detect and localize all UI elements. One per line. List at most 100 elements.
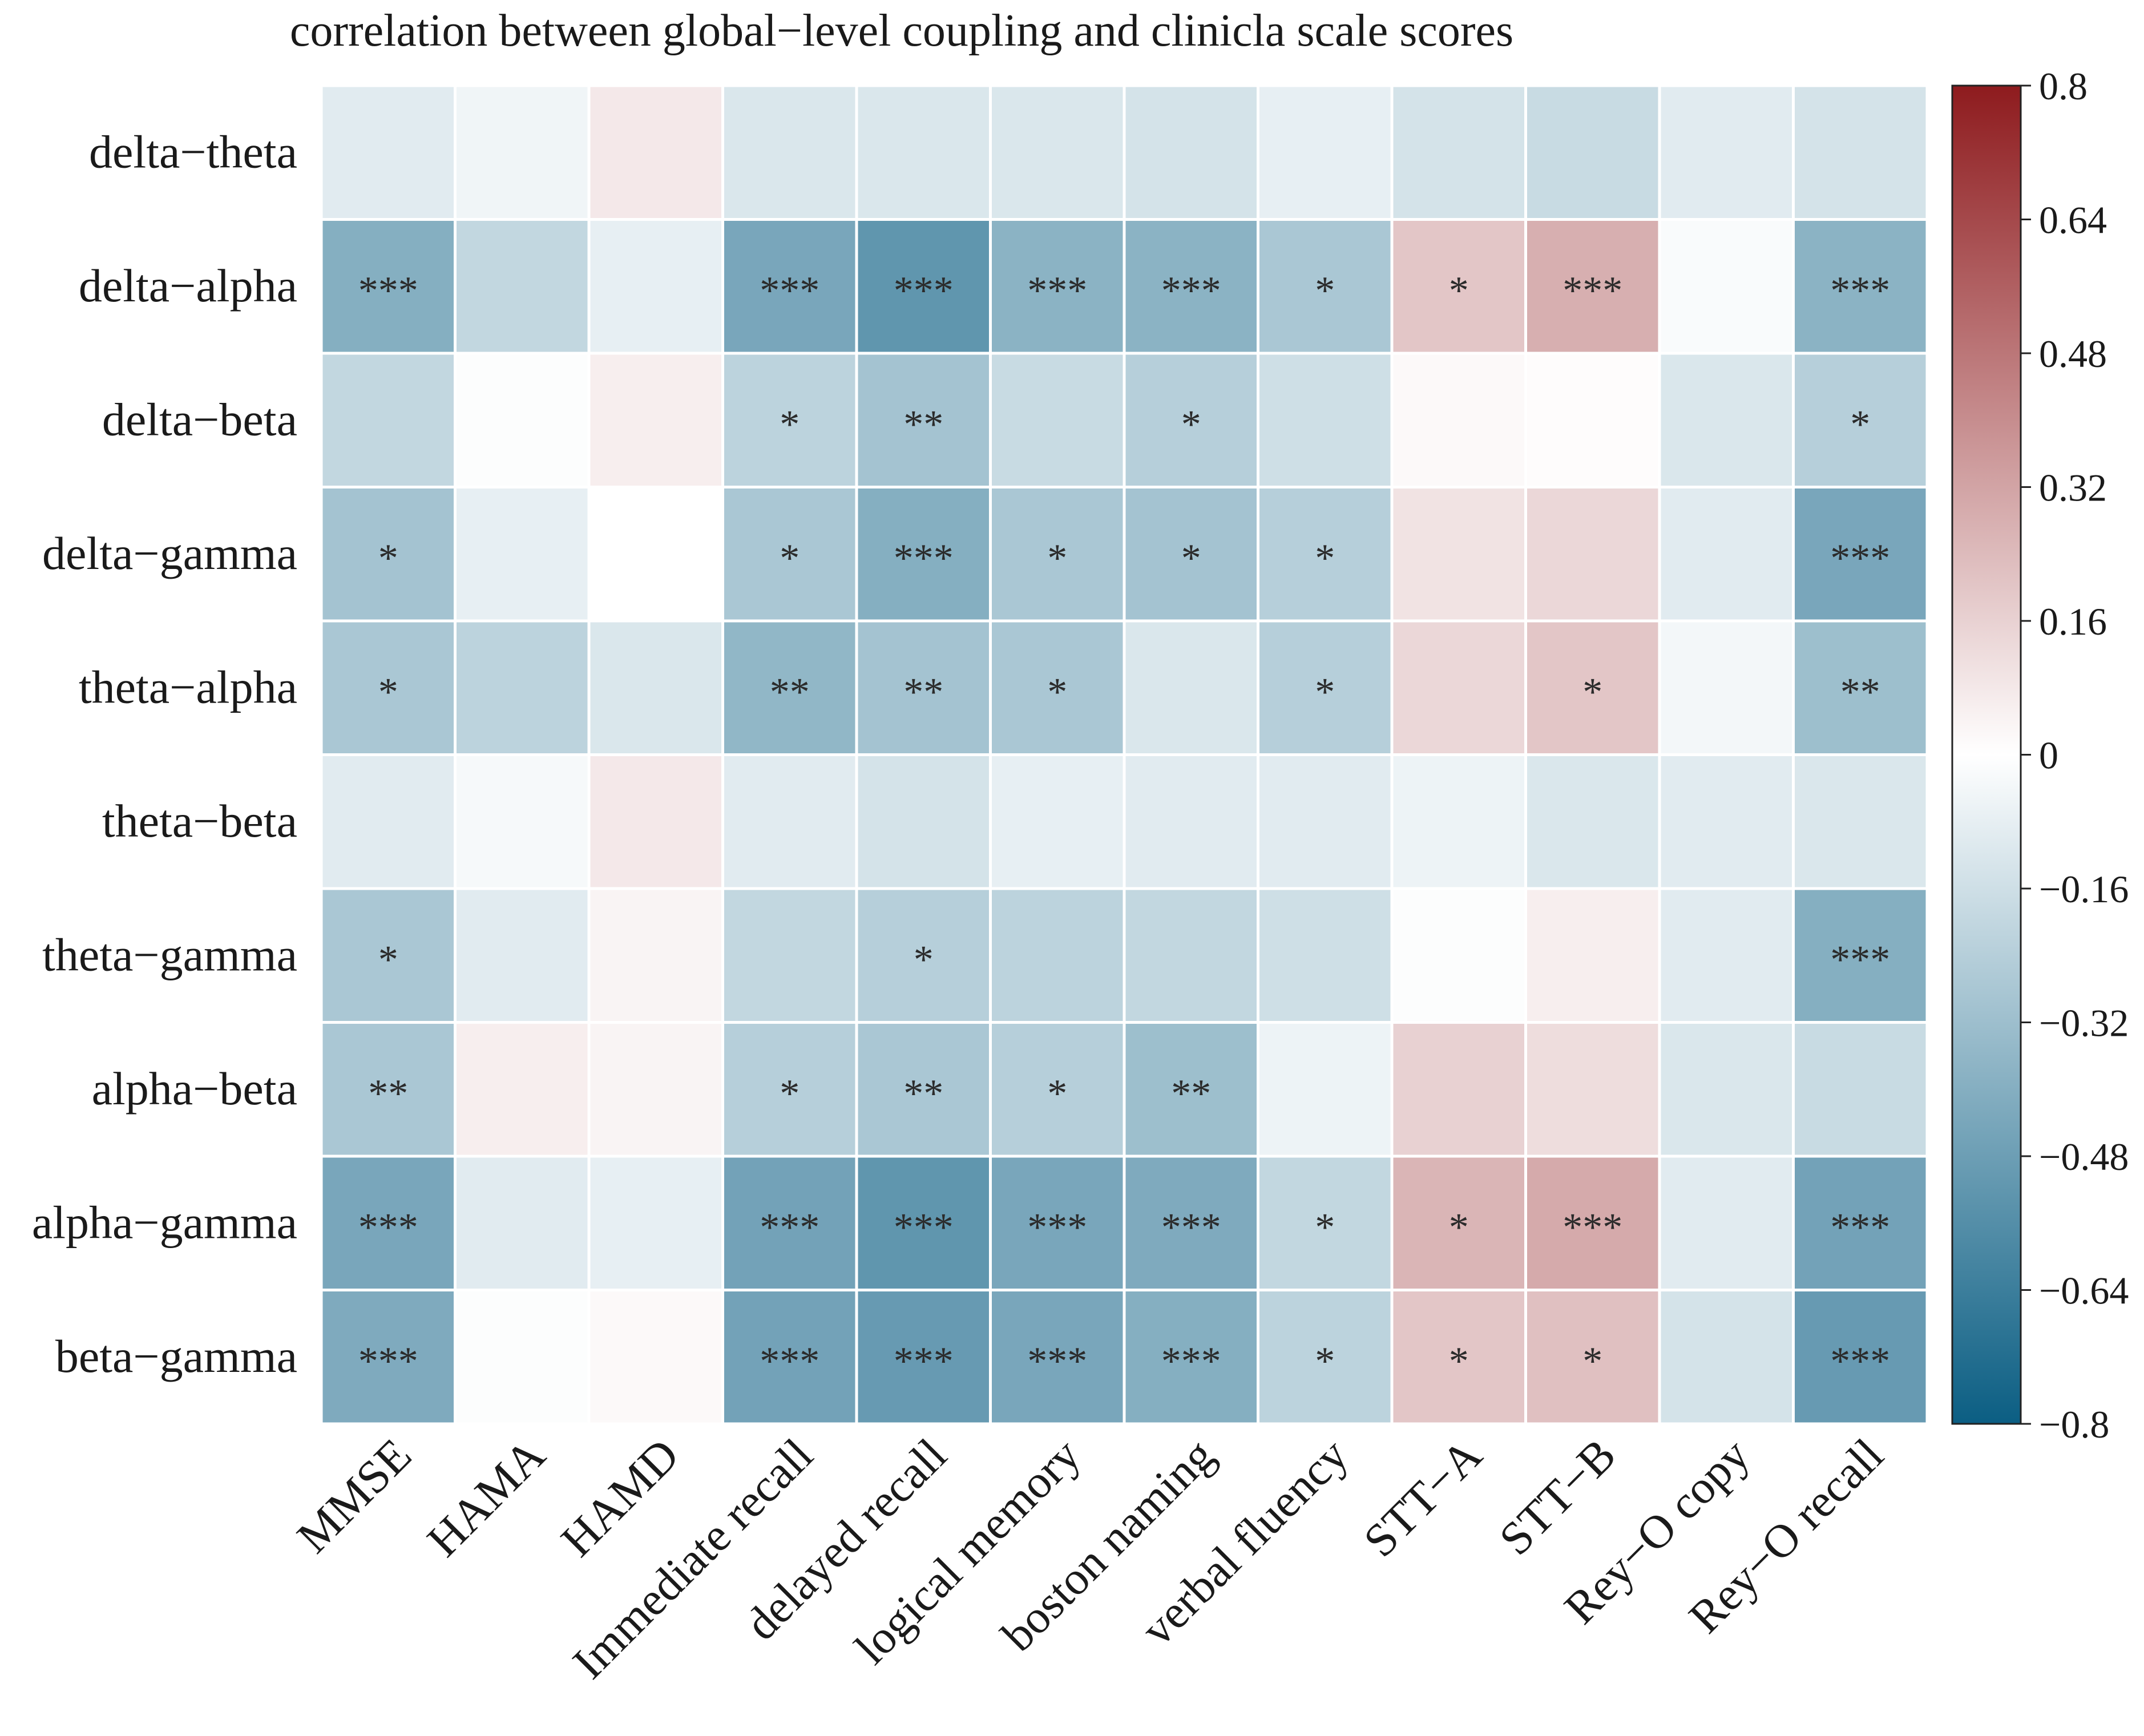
significance-label-1-11: ***	[1830, 269, 1890, 313]
heatmap-cell-6-9	[1524, 887, 1661, 1024]
heatmap-cell-8-2	[587, 1154, 724, 1291]
heatmap-cell-5-1	[454, 753, 591, 890]
significance-label-8-7: *	[1315, 1205, 1335, 1249]
row-label-3: delta−gamma	[42, 527, 297, 579]
significance-label-7-5: *	[1047, 1072, 1067, 1116]
significance-label-8-9: ***	[1562, 1205, 1622, 1249]
significance-label-3-6: *	[1181, 536, 1201, 580]
significance-label-6-4: *	[914, 938, 934, 982]
significance-label-8-11: ***	[1830, 1205, 1890, 1249]
heatmap-cell-9-10	[1658, 1289, 1795, 1426]
significance-label-8-4: ***	[894, 1205, 954, 1249]
significance-label-2-4: **	[903, 402, 943, 446]
significance-label-3-5: *	[1047, 536, 1067, 580]
column-label-8: STT−A	[1354, 1428, 1492, 1567]
significance-label-1-3: ***	[760, 269, 819, 313]
heatmap-cell-5-9	[1524, 753, 1661, 890]
colorbar-tick-label-8: −0.48	[2039, 1135, 2129, 1178]
heatmap-cell-5-5	[989, 753, 1126, 890]
heatmap-cell-0-9	[1524, 84, 1661, 221]
heatmap-cell-5-3	[721, 753, 858, 890]
heatmap-cell-2-6	[1123, 352, 1259, 488]
significance-label-4-0: *	[378, 670, 398, 714]
heatmap-cell-5-4	[855, 753, 992, 890]
heatmap-cell-9-1	[454, 1289, 591, 1426]
column-label-9: STT−B	[1489, 1428, 1626, 1565]
heatmap-cell-7-9	[1524, 1021, 1661, 1158]
heatmap-cell-5-8	[1390, 753, 1527, 890]
heatmap-cell-1-4	[855, 218, 992, 355]
heatmap-cell-9-11	[1792, 1289, 1929, 1426]
significance-label-9-5: ***	[1027, 1339, 1087, 1383]
significance-label-2-11: *	[1850, 402, 1870, 446]
heatmap-cell-6-4	[855, 887, 992, 1024]
row-label-2: delta−beta	[102, 393, 297, 445]
heatmap-cell-4-8	[1390, 619, 1527, 756]
colorbar-tick-label-3: 0.32	[2039, 466, 2107, 510]
heatmap-cell-0-11	[1792, 84, 1929, 221]
row-label-9: beta−gamma	[55, 1330, 297, 1382]
heatmap-cell-3-4	[855, 486, 992, 623]
row-label-4: theta−alpha	[79, 661, 297, 713]
significance-label-6-11: ***	[1830, 938, 1890, 982]
significance-label-9-6: ***	[1161, 1339, 1221, 1383]
heatmap-cell-8-0	[320, 1154, 457, 1291]
row-label-7: alpha−beta	[92, 1063, 297, 1115]
heatmap-cell-3-5	[989, 486, 1126, 623]
heatmap-cell-4-1	[454, 619, 591, 756]
column-label-0: MMSE	[287, 1428, 421, 1563]
heatmap-cell-8-1	[454, 1154, 591, 1291]
heatmap-cell-3-9	[1524, 486, 1661, 623]
heatmap-cell-3-0	[320, 486, 457, 623]
heatmap-cell-9-0	[320, 1289, 457, 1426]
heatmap-cell-2-10	[1658, 352, 1795, 488]
heatmap-cell-6-1	[454, 887, 591, 1024]
colorbar-tick-label-2: 0.48	[2039, 332, 2107, 376]
significance-label-4-3: **	[770, 670, 810, 714]
significance-label-9-0: ***	[358, 1339, 418, 1383]
heatmap-cell-1-2	[587, 218, 724, 355]
colorbar-tick-label-10: −0.8	[2039, 1403, 2109, 1446]
colorbar-tick-label-0: 0.8	[2039, 64, 2088, 108]
heatmap-cell-0-1	[454, 84, 591, 221]
heatmap-cell-1-7	[1257, 218, 1394, 355]
heatmap-cell-9-4	[855, 1289, 992, 1426]
heatmap-cell-2-7	[1257, 352, 1394, 488]
heatmap-cell-0-5	[989, 84, 1126, 221]
heatmap-cell-3-6	[1123, 486, 1259, 623]
heatmap-cell-1-3	[721, 218, 858, 355]
heatmap-cell-9-3	[721, 1289, 858, 1426]
heatmap-cell-3-2	[587, 486, 724, 623]
colorbar: 0.8 0.64 0.48 0.32 0.16 0 −0.16 −0.32 −0.48 −0.64…	[1951, 64, 2129, 1446]
row-label-0: delta−theta	[89, 126, 297, 177]
heatmap-cell-5-7	[1257, 753, 1394, 890]
row-label-6: theta−gamma	[42, 928, 297, 980]
column-label-1: HAMA	[417, 1428, 555, 1567]
significance-label-1-6: ***	[1161, 269, 1221, 313]
significance-label-4-11: **	[1840, 670, 1880, 714]
heatmap-cell-6-2	[587, 887, 724, 1024]
significance-label-3-4: ***	[894, 536, 954, 580]
heatmap-cell-4-2	[587, 619, 724, 756]
heatmap-cell-1-9	[1524, 218, 1661, 355]
heatmap-cell-9-8	[1390, 1289, 1527, 1426]
significance-label-7-3: *	[780, 1072, 800, 1116]
heatmap-cell-9-2	[587, 1289, 724, 1426]
heatmap-cell-0-10	[1658, 84, 1795, 221]
heatmap-cell-5-11	[1792, 753, 1929, 890]
colorbar-tick-label-5: 0	[2039, 734, 2058, 777]
heatmap-cell-8-10	[1658, 1154, 1795, 1291]
heatmap-cell-2-1	[454, 352, 591, 488]
heatmap-cell-8-6	[1123, 1154, 1259, 1291]
row-label-8: alpha−gamma	[32, 1196, 297, 1248]
heatmap-cell-7-1	[454, 1021, 591, 1158]
colorbar-gradient	[1951, 84, 2022, 1425]
heatmap-cell-8-9	[1524, 1154, 1661, 1291]
row-label-1: delta−alpha	[79, 260, 297, 312]
heatmap-cell-2-5	[989, 352, 1126, 488]
heatmap-cell-5-2	[587, 753, 724, 890]
significance-label-9-9: *	[1582, 1339, 1602, 1383]
significance-label-1-0: ***	[358, 269, 418, 313]
heatmap-cell-5-6	[1123, 753, 1259, 890]
